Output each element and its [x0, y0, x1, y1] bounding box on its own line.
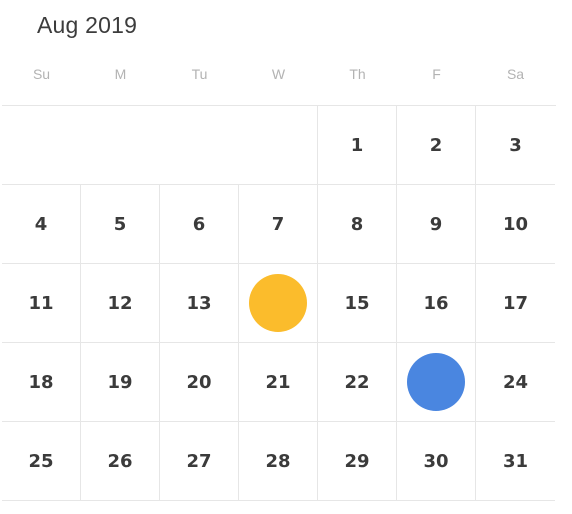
day-number: 12 [107, 292, 133, 314]
empty-cell [160, 106, 239, 185]
blue-event-marker[interactable] [407, 353, 465, 411]
calendar-grid: 1 2 3 4 5 6 7 8 9 10 11 12 13 15 16 17 1… [2, 105, 556, 501]
day-cell-19[interactable]: 19 [81, 343, 160, 422]
empty-cell [81, 106, 160, 185]
day-number: 28 [265, 450, 291, 472]
weekday-m: M [114, 66, 127, 82]
day-cell-31[interactable]: 31 [476, 422, 555, 501]
day-number: 22 [344, 371, 370, 393]
day-cell-15[interactable]: 15 [318, 264, 397, 343]
day-number: 9 [429, 213, 443, 235]
day-cell-7[interactable]: 7 [239, 185, 318, 264]
day-number: 7 [271, 213, 285, 235]
day-number: 5 [113, 213, 127, 235]
day-number: 3 [509, 134, 522, 156]
empty-cell [2, 106, 81, 185]
day-cell-23[interactable] [397, 343, 476, 422]
weekday-th: Th [349, 66, 366, 82]
day-number: 25 [28, 450, 54, 472]
day-cell-28[interactable]: 28 [239, 422, 318, 501]
day-cell-26[interactable]: 26 [81, 422, 160, 501]
day-cell-5[interactable]: 5 [81, 185, 160, 264]
weekday-w: W [271, 66, 286, 82]
day-cell-27[interactable]: 27 [160, 422, 239, 501]
weekday-su: Su [32, 66, 51, 82]
month-title: Aug 2019 [37, 12, 138, 38]
day-cell-24[interactable]: 24 [476, 343, 555, 422]
day-cell-14[interactable] [239, 264, 318, 343]
day-number: 26 [107, 450, 133, 472]
day-cell-12[interactable]: 12 [81, 264, 160, 343]
day-cell-10[interactable]: 10 [476, 185, 555, 264]
day-cell-8[interactable]: 8 [318, 185, 397, 264]
day-cell-13[interactable]: 13 [160, 264, 239, 343]
day-number: 29 [344, 450, 370, 472]
day-number: 13 [186, 292, 212, 314]
day-number: 19 [107, 371, 133, 393]
day-cell-30[interactable]: 30 [397, 422, 476, 501]
day-number: 20 [186, 371, 212, 393]
day-cell-22[interactable]: 22 [318, 343, 397, 422]
day-cell-29[interactable]: 29 [318, 422, 397, 501]
day-cell-6[interactable]: 6 [160, 185, 239, 264]
day-number: 30 [423, 450, 449, 472]
day-number: 6 [192, 213, 206, 235]
day-cell-25[interactable]: 25 [2, 422, 81, 501]
day-cell-9[interactable]: 9 [397, 185, 476, 264]
day-number: 17 [502, 292, 529, 314]
day-cell-18[interactable]: 18 [2, 343, 81, 422]
day-cell-3[interactable]: 3 [476, 106, 555, 185]
day-number: 2 [429, 134, 443, 156]
day-number: 21 [265, 371, 291, 393]
day-number: 24 [502, 371, 529, 393]
day-cell-2[interactable]: 2 [397, 106, 476, 185]
day-number: 31 [502, 450, 529, 472]
day-cell-20[interactable]: 20 [160, 343, 239, 422]
day-number: 18 [28, 371, 54, 393]
day-number: 16 [423, 292, 449, 314]
day-cell-1[interactable]: 1 [318, 106, 397, 185]
day-cell-17[interactable]: 17 [476, 264, 555, 343]
day-cell-16[interactable]: 16 [397, 264, 476, 343]
weekday-header-row: Su M Tu W Th F Sa [2, 62, 556, 86]
weekday-f: F [432, 66, 441, 82]
day-cell-11[interactable]: 11 [2, 264, 81, 343]
day-number: 27 [186, 450, 212, 472]
day-number: 4 [34, 213, 48, 235]
empty-cell [239, 106, 318, 185]
day-number: 10 [502, 213, 529, 235]
day-cell-21[interactable]: 21 [239, 343, 318, 422]
weekday-sa: Sa [506, 66, 525, 82]
day-cell-4[interactable]: 4 [2, 185, 81, 264]
day-number: 8 [350, 213, 364, 235]
weekday-tu: Tu [191, 66, 208, 82]
day-number: 15 [344, 292, 370, 314]
day-number: 11 [28, 292, 54, 314]
yellow-event-marker[interactable] [249, 274, 307, 332]
day-number: 1 [350, 134, 364, 156]
